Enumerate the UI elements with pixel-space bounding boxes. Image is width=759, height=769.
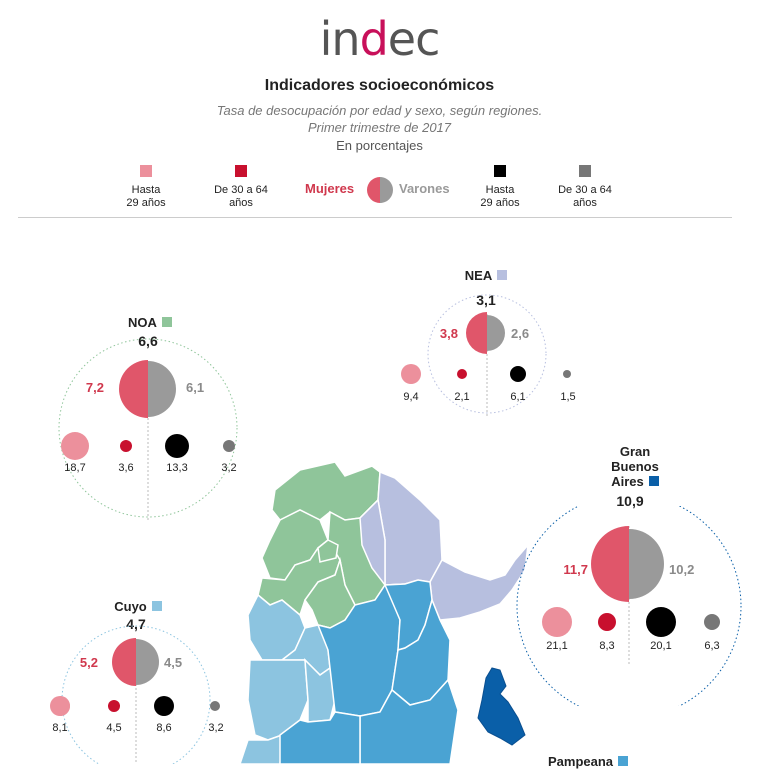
noa-m-young-value: 13,3: [166, 462, 188, 474]
cuyo-m-old-dot-ext: [210, 701, 220, 711]
subtitle-line-1: Tasa de desocupación por edad y sexo, se…: [216, 103, 543, 118]
noa-men-half: [148, 361, 176, 417]
legend-half-circle-icon: [367, 177, 393, 203]
cuyo-swatch: [151, 601, 162, 611]
cuyo-total: 4,7: [126, 616, 146, 632]
nea-men-value: 2,6: [511, 326, 530, 341]
region-nea-map: [359, 470, 530, 621]
legend-women-old-label: De 30 a 64 años: [214, 184, 268, 209]
gba-swatch: [648, 476, 659, 486]
legend-men-young-swatch: [494, 165, 506, 177]
nea-w-old-value: 2,1: [454, 391, 470, 403]
gba-w-old-dot: [598, 613, 616, 631]
nea-w-young-dot-ext: [401, 364, 421, 384]
gba-women-value: 11,7: [563, 562, 588, 577]
gba-circle: [516, 506, 742, 706]
noa-m-old-dot: [223, 440, 235, 452]
cuyo-women-half: [112, 638, 136, 686]
nea-women-value: 3,8: [439, 326, 458, 341]
gba-m-old-dot: [704, 614, 720, 630]
gba-m-young-dot: [646, 607, 676, 637]
cuyo-w-young-dot-ext: [50, 696, 70, 716]
gba-m-young-value: 20,1: [650, 640, 672, 652]
page-title: Indicadores socioeconómicos: [264, 77, 495, 94]
nea-label: NEA: [436, 268, 536, 283]
noa-m-old-value: 3,2: [221, 462, 237, 474]
noa-w-young-value: 18,7: [64, 462, 86, 474]
noa-m-young-dot: [165, 434, 189, 458]
gba-men-value: 10,2: [669, 562, 695, 577]
nea-total: 3,1: [476, 292, 496, 308]
gba-m-old-value: 6,3: [704, 640, 720, 652]
cuyo-label: Cuyo: [88, 599, 188, 614]
noa-circle: [58, 338, 238, 520]
noa-w-old-value: 3,6: [118, 462, 134, 474]
gba-label: Gran Buenos Aires: [611, 444, 659, 489]
nea-m-young-dot: [510, 366, 526, 382]
cuyo-circle: [60, 625, 212, 764]
cuyo-men-value: 4,5: [164, 655, 183, 670]
nea-w-young-value: 9,4: [403, 391, 419, 403]
noa-women-value: 7,2: [85, 380, 104, 395]
gba-w-young-value: 21,1: [546, 640, 568, 652]
units-label: En porcentajes: [336, 138, 423, 153]
legend-men-old-label: De 30 a 64 años: [558, 184, 612, 209]
nea-swatch: [497, 270, 508, 280]
nea-men-half: [487, 315, 505, 351]
gba-women-half: [591, 526, 629, 602]
noa-women-half: [119, 360, 148, 418]
cuyo-w-old-value: 4,5: [106, 722, 122, 734]
pampeana-label: Pampeana: [548, 754, 648, 769]
cuyo-men-half: [136, 639, 159, 685]
region-cuyo-map: [239, 593, 336, 764]
legend-varones: Varones: [399, 181, 450, 196]
region-pampeana-map: [279, 579, 459, 764]
cuyo-women-value: 5,2: [79, 655, 98, 670]
noa-swatch: [161, 317, 172, 327]
cuyo-m-young-dot: [154, 696, 174, 716]
pampeana-swatch: [618, 756, 629, 766]
legend-women-old-swatch: [235, 165, 247, 177]
legend-men-old-swatch: [579, 165, 591, 177]
nea-w-old-dot: [457, 369, 467, 379]
cuyo-m-old-value: 3,2: [208, 722, 224, 734]
nea-m-old-dot-ext: [563, 370, 571, 378]
noa-men-value: 6,1: [186, 380, 205, 395]
gba-w-young-dot: [542, 607, 572, 637]
noa-w-old-dot: [120, 440, 132, 452]
region-gba-map: [477, 667, 526, 746]
indec-logo: indec: [319, 12, 441, 66]
nea-women-half: [466, 312, 487, 354]
legend-mujeres: Mujeres: [305, 181, 355, 196]
nea-circle: [427, 294, 547, 416]
nea-m-old-value: 1,5: [560, 391, 576, 403]
nea-m-young-value: 6,1: [510, 391, 526, 403]
subtitle-line-2: Primer trimestre de 2017: [307, 120, 452, 135]
noa-total: 6,6: [138, 333, 158, 349]
gba-w-old-value: 8,3: [599, 640, 615, 652]
noa-w-young-dot: [61, 432, 89, 460]
gba-men-half: [629, 529, 664, 599]
gba-total: 10,9: [616, 493, 644, 509]
noa-label: NOA: [100, 315, 200, 330]
header-divider: [18, 217, 732, 218]
legend-women-young-label: Hasta 29 años: [126, 184, 166, 209]
legend-women-young-swatch: [140, 165, 152, 177]
cuyo-w-old-dot: [108, 700, 120, 712]
cuyo-m-young-value: 8,6: [156, 722, 172, 734]
cuyo-w-young-value: 8,1: [52, 722, 68, 734]
legend-men-young-label: Hasta 29 años: [480, 184, 520, 209]
